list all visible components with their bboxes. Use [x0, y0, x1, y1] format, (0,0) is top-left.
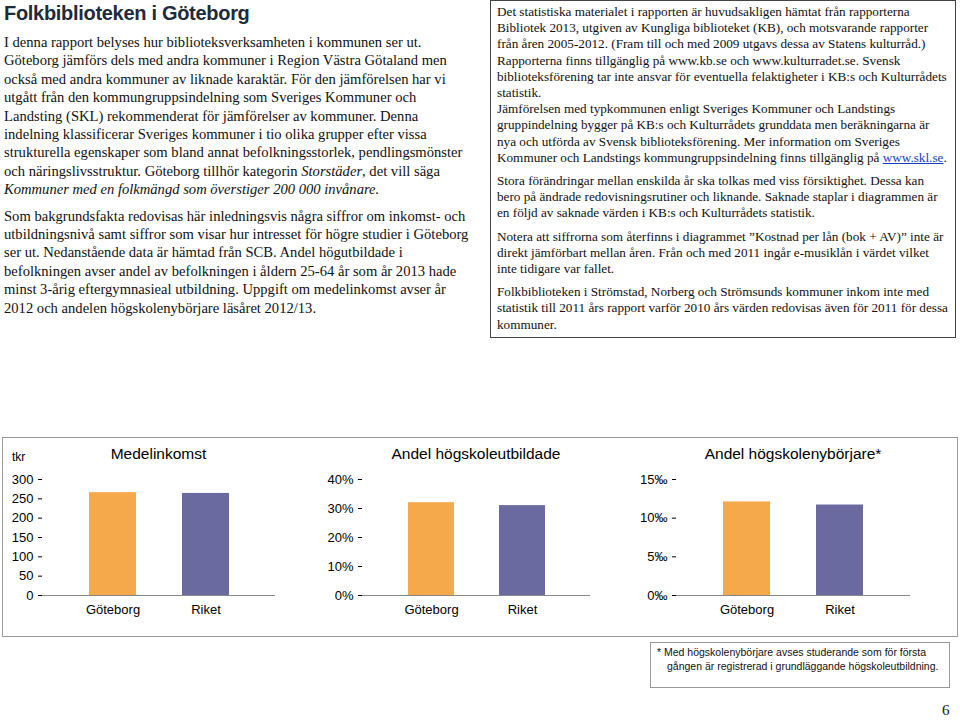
html-text:Folkbiblioteken i Göteborg: Folkbiblioteken i Göteborg — [4, 2, 250, 24]
svg-text:Göteborg: Göteborg — [404, 602, 458, 617]
html-text:Notera att siffrorna som återf: Notera att siffrorna som återfinns i dia… — [497, 228, 944, 276]
html-text:Stora förändringar mellan ensk: Stora förändringar mellan enskilda år sk… — [497, 173, 938, 221]
html-text:6: 6 — [942, 702, 950, 718]
html-text:I denna rapport belyses hur bi: I denna rapport belyses hur biblioteksve… — [4, 34, 463, 179]
html-text:Folkbiblioteken i Strömstad, N: Folkbiblioteken i Strömstad, Norberg och… — [497, 284, 948, 332]
html-text:Det statistiska materialet i r: Det statistiska materialet i rapporten ä… — [497, 4, 947, 100]
svg-text:Göteborg: Göteborg — [720, 602, 774, 617]
svg-text:10%: 10% — [327, 559, 353, 574]
svg-text:30%: 30% — [327, 501, 353, 516]
svg-text:Riket: Riket — [825, 602, 855, 617]
svg-text:20%: 20% — [327, 530, 353, 545]
svg-text:100: 100 — [12, 549, 34, 564]
html-text:* Med högskolenybörjare avses: * Med högskolenybörjare avses studerande… — [657, 646, 927, 658]
svg-text:15‰: 15‰ — [640, 472, 667, 487]
svg-text:Göteborg: Göteborg — [86, 602, 140, 617]
svg-text:40%: 40% — [327, 472, 353, 487]
svg-text:5‰: 5‰ — [647, 549, 667, 564]
svg-text:250: 250 — [12, 491, 34, 506]
html-text:tkr: tkr — [12, 450, 26, 464]
html-text:Andel högskoleutbildade: Andel högskoleutbildade — [391, 445, 561, 462]
html-text:Som bakgrundsfakta redovisas h: Som bakgrundsfakta redovisas här inledni… — [4, 207, 469, 316]
svg-text:150: 150 — [12, 530, 34, 545]
svg-text:50: 50 — [19, 568, 33, 583]
html-text:gången är registrerad i grundl: gången är registrerad i grundläggande hö… — [667, 660, 939, 672]
svg-text:200: 200 — [12, 510, 34, 525]
html-text:Andel högskolenybörjare*: Andel högskolenybörjare* — [704, 445, 882, 462]
svg-text:Riket: Riket — [508, 602, 538, 617]
svg-text:10‰: 10‰ — [640, 510, 667, 525]
svg-text:0: 0 — [26, 588, 33, 603]
html-text:Medelinkomst: Medelinkomst — [110, 445, 207, 462]
html-text:Kommuner med en folkmängd som: Kommuner med en folkmängd som överstiger… — [4, 181, 380, 198]
svg-text:300: 300 — [12, 472, 34, 487]
svg-text:0%: 0% — [335, 588, 354, 603]
html-text:Jämförelsen med typkommunen en: Jämförelsen med typkommunen enligt Sveri… — [497, 101, 947, 165]
svg-text:Riket: Riket — [191, 602, 221, 617]
svg-text:0‰: 0‰ — [647, 588, 667, 603]
